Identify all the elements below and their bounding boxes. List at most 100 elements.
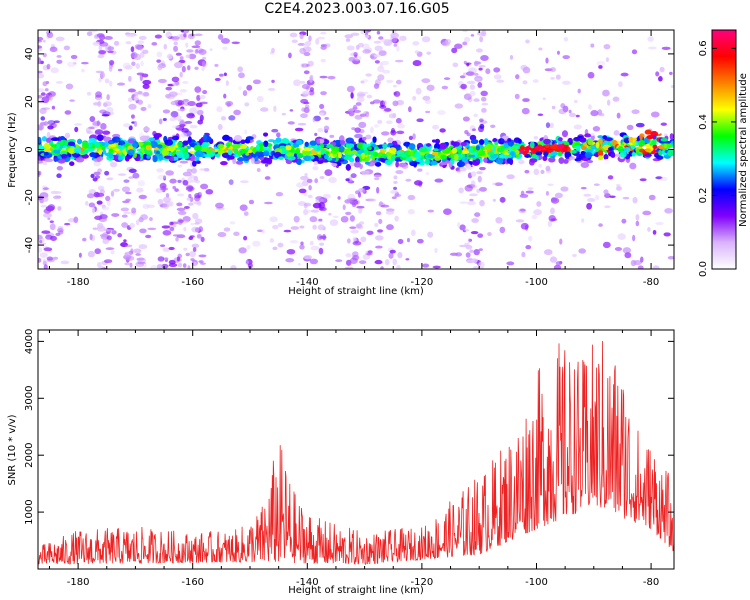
spectrogram-speckle [157, 174, 167, 180]
spectrogram-speckle [242, 90, 248, 97]
spectrogram-speckle [104, 259, 113, 264]
spectrogram-band-cell [433, 148, 439, 152]
spectrogram-speckle [171, 36, 180, 40]
spectrogram-speckle [395, 117, 402, 124]
spectrogram-band-cell [50, 144, 57, 148]
spectrogram-speckle [463, 36, 471, 43]
spectrogram-speckle [350, 229, 359, 234]
spectrogram-speckle [456, 170, 462, 174]
spectrogram-speckle [86, 193, 95, 199]
spectrogram-band-cell [96, 156, 102, 162]
spectrogram-speckle [136, 187, 144, 193]
spectrogram-speckle [532, 79, 539, 83]
spectrogram-band-cell [415, 157, 422, 163]
spectrogram-speckle [573, 99, 578, 104]
spectrogram-speckle [392, 258, 398, 266]
spectrogram-speckle [480, 90, 488, 97]
spectrogram-speckle [315, 198, 325, 203]
spectrogram-speckle [599, 113, 605, 117]
spectrogram-speckle [405, 178, 412, 182]
spectrogram-speckle [64, 222, 71, 226]
spectrogram-band-cell [41, 136, 48, 142]
spectrogram-speckle [48, 94, 53, 101]
spectrogram-speckle [162, 230, 172, 236]
spectrogram-speckle [187, 176, 193, 184]
spectrogram-band-cell [424, 159, 430, 165]
spectrogram-speckle [481, 102, 489, 106]
spectrogram-speckle [162, 196, 172, 203]
spectrogram-band-cell [42, 161, 48, 166]
spectrogram-speckle [94, 248, 101, 255]
spectrogram-speckle [393, 180, 398, 184]
spectrogram-speckle [269, 238, 275, 243]
spectrogram-band-cell [327, 157, 332, 161]
spectrogram-speckle [462, 30, 468, 33]
spectrogram-band-cell [453, 154, 459, 161]
spectrogram-band-cell [448, 161, 453, 168]
spectrogram-band-cell [543, 138, 551, 145]
spectrogram-band-cell [196, 160, 201, 164]
spectrogram-speckle [221, 38, 230, 44]
x-tick-label: -160 [181, 577, 204, 588]
spectrogram-speckle [156, 51, 163, 58]
spectrogram-speckle [441, 85, 449, 90]
spectrogram-speckle [477, 233, 484, 238]
spectrogram-band-cell [302, 150, 311, 156]
spectrogram-band-cell [394, 133, 401, 140]
spectrogram-band-cell [313, 160, 318, 166]
spectrogram-speckle [303, 42, 308, 48]
spectrogram-speckle [161, 263, 169, 269]
spectrogram-speckle [359, 221, 365, 225]
spectrogram-speckle [191, 167, 197, 174]
spectrogram-speckle [492, 182, 496, 186]
spectrogram-speckle [196, 94, 201, 102]
spectrogram-band-cell [558, 157, 565, 164]
spectrogram-axes: -180 -160 -140 -120 -100 -80 40 20 0 -20 -40 [24, 30, 674, 288]
spectrogram-speckle [344, 199, 351, 204]
spectrogram-speckle [469, 84, 476, 90]
spectrogram-speckle [421, 78, 431, 84]
spectrogram-band-cell [222, 134, 230, 141]
spectrogram-speckle [478, 261, 485, 268]
spectrogram-speckle [374, 259, 383, 265]
colorbar-ticks: 0.0 0.2 0.4 0.6 [698, 40, 736, 277]
spectrogram-band-cell [644, 153, 652, 158]
spectrogram-speckle [170, 111, 179, 118]
spectrogram-speckle [304, 209, 311, 214]
spectrogram-speckle [659, 66, 665, 73]
spectrogram-band-cell [227, 155, 235, 160]
spectrogram-speckle [157, 198, 164, 206]
snr-x-axis-label: Height of straight line (km) [288, 585, 424, 596]
spectrogram-speckle [98, 44, 103, 52]
spectrogram-band-cell [507, 138, 512, 142]
spectrogram-speckle [246, 84, 253, 91]
spectrogram-speckle [378, 50, 387, 57]
spectrogram-speckle [87, 250, 95, 258]
snr-frame [37, 329, 675, 570]
spectrogram-speckle [98, 77, 102, 83]
spectrogram-speckle [289, 109, 294, 112]
spectrogram-speckle [121, 222, 129, 228]
spectrogram-band-cell [549, 144, 559, 150]
spectrogram-speckle [434, 247, 438, 254]
spectrogram-speckle [38, 57, 42, 65]
spectrogram-speckle [527, 187, 534, 190]
spectrogram-speckle [432, 265, 441, 269]
spectrogram-speckle [299, 244, 305, 250]
spectrogram-speckle [524, 169, 530, 174]
spectrogram-speckle [121, 214, 128, 218]
spectrogram-speckle [261, 229, 265, 234]
spectrogram-speckle [635, 214, 640, 221]
spectrogram-band-cell [323, 154, 329, 160]
spectrogram-band-cell [396, 150, 405, 154]
spectrogram-speckle [410, 229, 416, 236]
spectrogram-speckle [181, 127, 189, 134]
spectrogram-speckle [533, 209, 542, 216]
spectrogram-speckle [104, 78, 110, 84]
spectrogram-speckle [190, 106, 199, 113]
spectrogram-speckle [283, 229, 292, 233]
spectrogram-speckle [142, 49, 149, 54]
spectrogram-speckle [406, 238, 410, 243]
spectrogram-band-cell [613, 130, 620, 136]
spectrogram-speckle [99, 71, 105, 79]
